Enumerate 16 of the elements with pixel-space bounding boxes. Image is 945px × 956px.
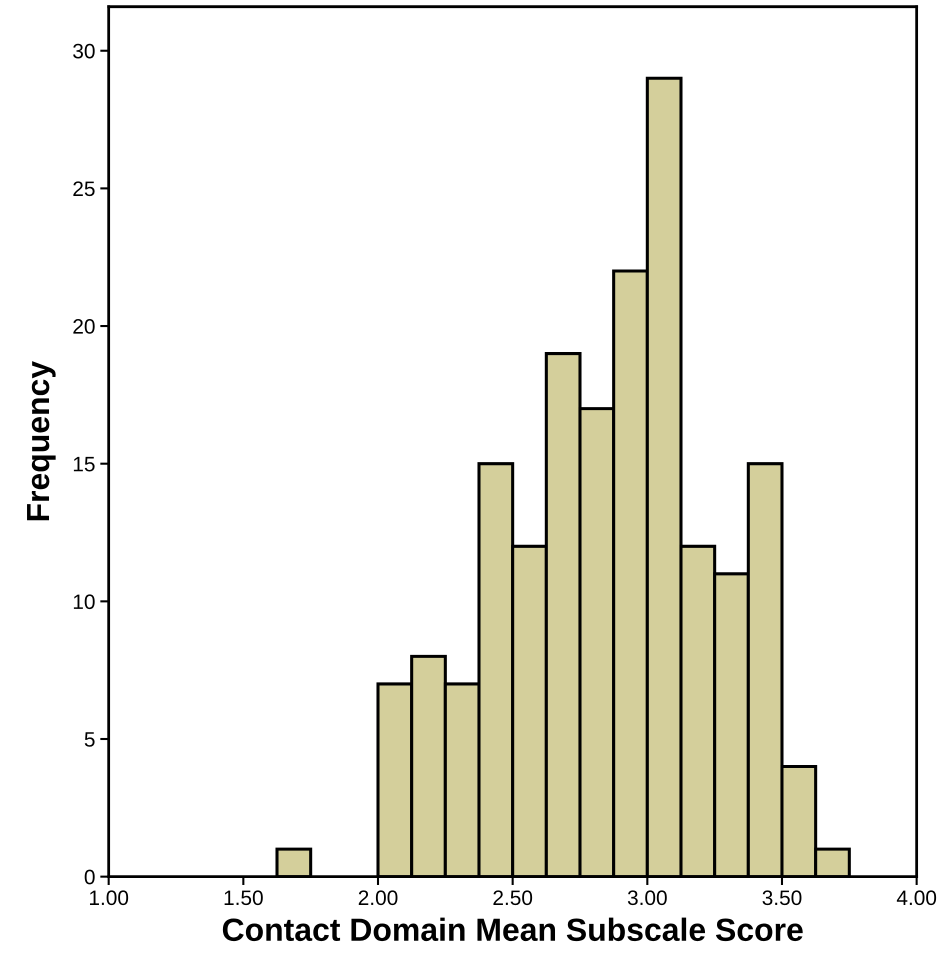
y-tick-label: 10 (74, 594, 95, 610)
x-tick-label: 3.50 (762, 890, 802, 906)
x-tick-label: 2.50 (493, 890, 532, 906)
x-tick-label: 3.00 (628, 890, 667, 906)
y-tick-label: 30 (73, 44, 95, 58)
x-tick-label: 2.00 (358, 890, 398, 906)
y-tick-label: 0 (84, 870, 95, 884)
x-tick-label: 1.00 (90, 890, 128, 906)
x-tick-label: 1.50 (224, 890, 263, 906)
y-tick-label: 15 (74, 456, 95, 472)
x-axis-title: Contact Domain Mean Subscale Score (222, 918, 803, 942)
y-tick-label: 25 (73, 181, 95, 196)
y-axis-title: Frequency (27, 361, 56, 520)
y-tick-label: 20 (73, 319, 95, 334)
y-tick-label: 5 (84, 732, 95, 747)
x-tick-label: 4.00 (896, 890, 936, 906)
